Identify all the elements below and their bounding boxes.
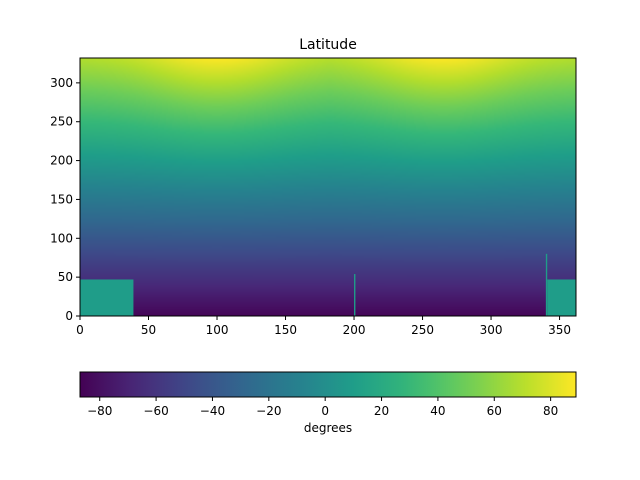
fill-region-2 bbox=[354, 274, 356, 316]
y-tick-label: 0 bbox=[65, 309, 73, 323]
y-tick-label: 250 bbox=[50, 115, 73, 129]
x-tick-label: 50 bbox=[141, 323, 156, 337]
y-tick-label: 300 bbox=[50, 76, 73, 90]
colorbar-label: degrees bbox=[304, 421, 352, 435]
fill-region-1 bbox=[547, 279, 576, 316]
x-tick-label: 350 bbox=[548, 323, 571, 337]
colorbar-tick-label: −40 bbox=[200, 404, 225, 418]
colorbar-tick-label: 80 bbox=[543, 404, 558, 418]
colorbar-tick-label: −60 bbox=[143, 404, 168, 418]
chart-title: Latitude bbox=[299, 37, 357, 53]
x-tick-label: 150 bbox=[274, 323, 297, 337]
colorbar-tick-label: 40 bbox=[430, 404, 445, 418]
colorbar-tick-label: 0 bbox=[321, 404, 329, 418]
y-tick-label: 150 bbox=[50, 192, 73, 206]
x-tick-label: 200 bbox=[343, 323, 366, 337]
colorbar-tick-label: −80 bbox=[87, 404, 112, 418]
fill-region-0 bbox=[80, 279, 134, 316]
fill-regions bbox=[80, 253, 576, 316]
x-tick-label: 250 bbox=[411, 323, 434, 337]
x-axis: 0 50 100 150 200 250 300 350 bbox=[76, 316, 571, 337]
fill-region-3 bbox=[545, 253, 548, 316]
y-tick-label: 50 bbox=[58, 270, 73, 284]
y-tick-label: 200 bbox=[50, 154, 73, 168]
colorbar-tick-label: 20 bbox=[374, 404, 389, 418]
colorbar-axis: −80 −60 −40 −20 0 20 40 60 80 bbox=[87, 397, 558, 418]
heatmap-image bbox=[80, 58, 576, 316]
y-axis: 0 50 100 150 200 250 300 bbox=[50, 76, 80, 323]
x-tick-label: 100 bbox=[206, 323, 229, 337]
colorbar bbox=[79, 371, 577, 398]
x-tick-label: 300 bbox=[480, 323, 503, 337]
plot-frame bbox=[79, 57, 577, 317]
y-tick-label: 100 bbox=[50, 231, 73, 245]
colorbar-tick-label: −20 bbox=[256, 404, 281, 418]
colorbar-tick-label: 60 bbox=[487, 404, 502, 418]
heatmap-area bbox=[80, 58, 576, 316]
x-tick-label: 0 bbox=[76, 323, 84, 337]
